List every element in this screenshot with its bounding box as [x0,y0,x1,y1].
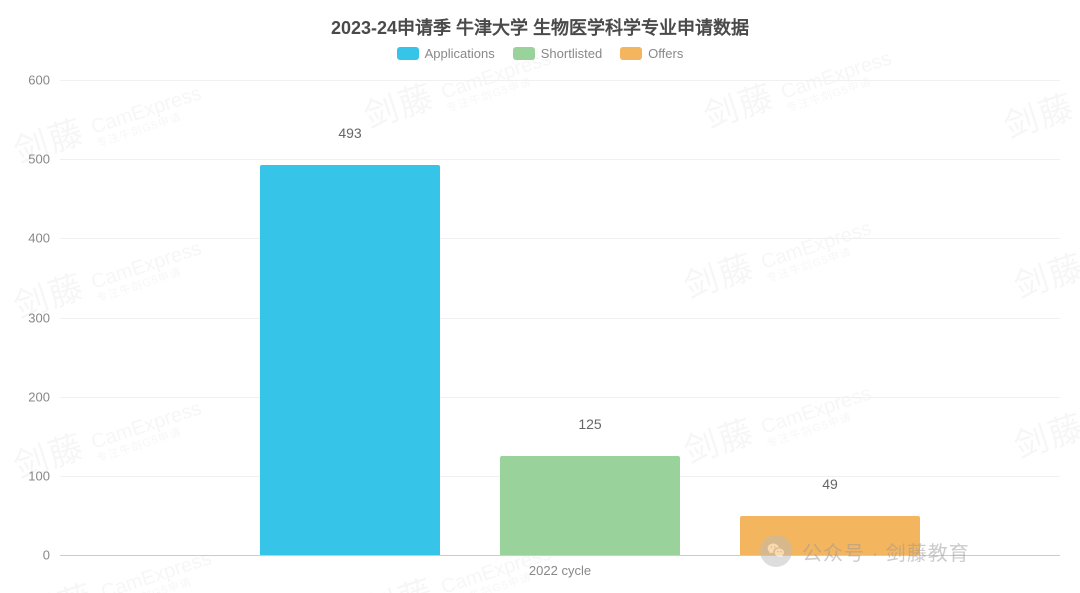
plot-area: 2022 cycle 010020030040050060049312549 [60,80,1060,555]
source-badge: 公众号 · 剑藤教育 [760,535,970,567]
gridline [60,238,1060,239]
y-tick-label: 0 [43,548,60,563]
y-tick-label: 500 [28,152,60,167]
gridline [60,318,1060,319]
legend-label: Offers [648,46,683,61]
chart-container: 剑藤 CamExpress专注牛剑G5申请剑藤 CamExpress专注牛剑G5… [0,0,1080,593]
x-axis-category-label: 2022 cycle [529,555,591,578]
source-text: 公众号 · 剑藤教育 [802,537,970,566]
y-tick-label: 300 [28,310,60,325]
bar-shortlisted [500,456,680,555]
legend-label: Shortlisted [541,46,602,61]
legend-swatch [397,47,419,60]
bar-value-label: 49 [822,476,838,492]
y-tick-label: 200 [28,389,60,404]
bar-value-label: 125 [578,416,601,432]
bar-applications [260,165,440,555]
legend: Applications Shortlisted Offers [0,46,1080,61]
y-tick-label: 400 [28,231,60,246]
y-tick-label: 600 [28,73,60,88]
legend-label: Applications [425,46,495,61]
legend-swatch [513,47,535,60]
wechat-icon [760,535,792,567]
legend-item-shortlisted: Shortlisted [513,46,602,61]
bar-value-label: 493 [338,125,361,141]
gridline [60,159,1060,160]
legend-item-offers: Offers [620,46,683,61]
gridline [60,397,1060,398]
y-tick-label: 100 [28,468,60,483]
legend-swatch [620,47,642,60]
gridline [60,80,1060,81]
legend-item-applications: Applications [397,46,495,61]
chart-title: 2023-24申请季 牛津大学 生物医学科学专业申请数据 [0,0,1080,40]
